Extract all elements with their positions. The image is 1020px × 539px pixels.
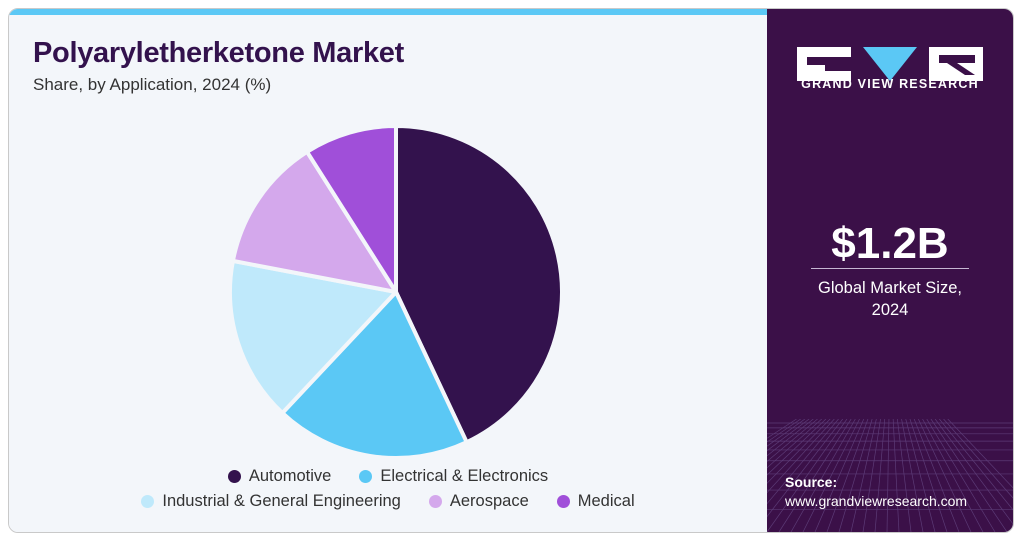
market-size-label: Global Market Size, 2024 bbox=[767, 277, 1013, 321]
legend-swatch bbox=[227, 470, 241, 483]
legend-label: Aerospace bbox=[449, 492, 529, 510]
source-link[interactable]: www.grandviewresearch.com bbox=[785, 493, 968, 509]
source-label: Source: bbox=[785, 474, 838, 490]
sidebar-panel: GRAND VIEW RESEARCH $1.2B Global Market … bbox=[767, 9, 1013, 532]
legend-swatch bbox=[359, 470, 373, 483]
decorative-grid bbox=[767, 419, 1013, 532]
legend-label: Industrial & General Engineering bbox=[162, 492, 401, 510]
legend-label: Medical bbox=[577, 492, 635, 510]
legend-item-aerospace: Aerospace bbox=[428, 492, 529, 511]
legend-item-industrial-general-engineering: Industrial & General Engineering bbox=[141, 492, 401, 511]
pie-slice-electrical-electronics bbox=[280, 290, 469, 459]
market-size-label-text: Global Market Size, 2024 bbox=[818, 279, 962, 319]
legend-swatch bbox=[428, 495, 442, 508]
gvr-logo-icon bbox=[797, 47, 983, 81]
legend-row-1: Automotive Electrical & Electronics bbox=[9, 467, 767, 486]
legend-row-2: Industrial & General Engineering Aerospa… bbox=[9, 492, 767, 511]
legend-swatch bbox=[556, 495, 570, 508]
chart-title: Polyaryletherketone Market bbox=[33, 37, 404, 69]
legend-item-automotive: Automotive bbox=[227, 467, 332, 486]
legend-label: Electrical & Electronics bbox=[380, 467, 549, 485]
pie-slice-automotive bbox=[394, 124, 564, 445]
chart-subtitle: Share, by Application, 2024 (%) bbox=[33, 75, 272, 94]
chart-panel: Polyaryletherketone Market Share, by App… bbox=[9, 9, 767, 532]
legend-item-medical: Medical bbox=[556, 492, 635, 511]
pie-chart bbox=[228, 124, 564, 459]
pie-slice-aerospace bbox=[230, 149, 398, 294]
legend-swatch bbox=[141, 495, 155, 508]
market-size-value: $1.2B bbox=[831, 219, 949, 268]
brand-name: GRAND VIEW RESEARCH bbox=[801, 77, 979, 91]
infographic-card: Polyaryletherketone Market Share, by App… bbox=[8, 8, 1014, 533]
value-divider bbox=[811, 268, 969, 269]
pie-slice-medical bbox=[305, 124, 398, 294]
accent-bar bbox=[9, 9, 767, 15]
legend-item-electrical-electronics: Electrical & Electronics bbox=[359, 467, 548, 486]
pie-slice-industrial-general-engineering bbox=[228, 258, 398, 416]
legend-label: Automotive bbox=[248, 467, 332, 485]
